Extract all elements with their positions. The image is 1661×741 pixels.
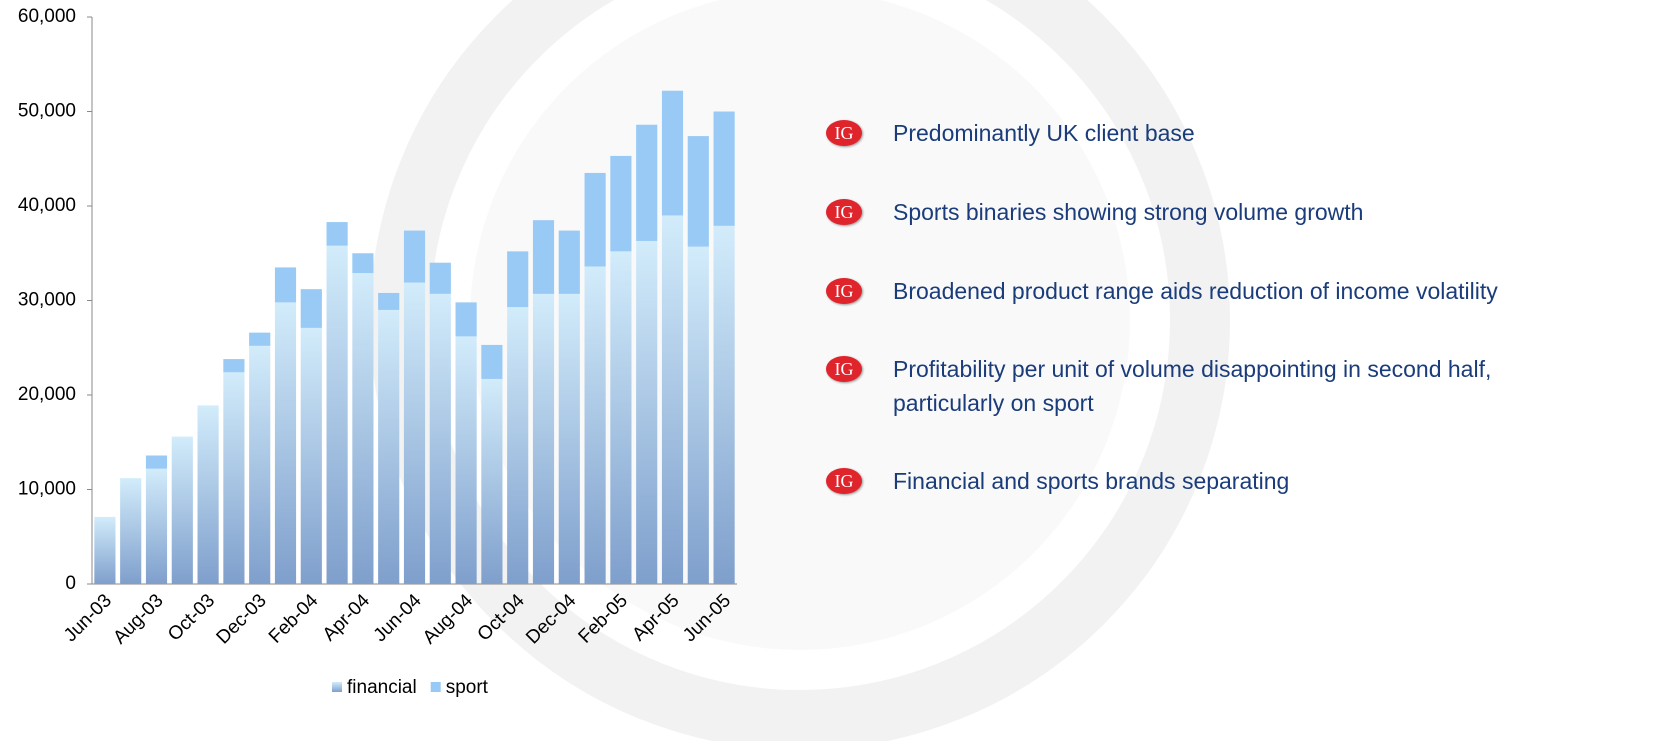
y-tick-label: 0 [65,573,76,594]
bar-segment [301,328,322,584]
bar-segment [249,333,270,346]
bar-segment [610,156,631,251]
x-tick-label: Aug-04 [419,590,477,648]
bullet-icon: IG [826,468,862,494]
bar-segment [404,283,425,584]
legend-swatch [332,682,342,692]
bar-segment [636,241,657,584]
bar-segment [585,266,606,584]
bar-segment [559,294,580,584]
bullet-icon: IG [826,278,862,304]
bar-segment [249,346,270,584]
x-tick-label: Jun-04 [370,590,426,646]
y-tick-label: 20,000 [18,384,76,405]
bar-segment [223,359,244,372]
bar-segment [327,222,348,246]
bar-segment [301,289,322,328]
y-tick-label: 30,000 [18,290,76,311]
bullet-text: Sports binaries showing strong volume gr… [893,195,1573,229]
bar-segment [327,246,348,584]
legend-swatch [431,682,441,692]
x-tick-label: Apr-04 [319,590,374,645]
bullet-text: Financial and sports brands separating [893,464,1573,498]
bar-segment [688,247,709,584]
bar-segment [559,231,580,294]
bar-segment [662,91,683,216]
bar-segment [352,253,373,273]
bar-segment [378,293,399,310]
y-tick-label: 60,000 [18,6,76,27]
x-tick-label: Oct-03 [164,590,219,645]
legend-label: financial [347,677,417,698]
bar-segment [456,336,477,584]
bar-segment [585,173,606,267]
bullet-icon: IG [826,356,862,382]
x-tick-label: Aug-03 [109,590,167,648]
y-tick-label: 50,000 [18,101,76,122]
bar-segment [430,263,451,294]
bar-segment [714,112,735,226]
bar-segment [198,405,219,584]
bar-segment [172,437,193,584]
slide: 0 10,000 20,000 30,000 40,000 50,000 60,000 Jun… [0,0,1661,741]
bar-segment [481,379,502,584]
bar-segment [146,455,167,468]
x-tick-label: Dec-03 [213,590,271,648]
bar-segment [430,294,451,584]
legend-label: sport [446,677,489,698]
bar-segment [275,267,296,302]
bullet-text: Profitability per unit of volume disappo… [893,352,1573,420]
bar-segment [507,307,528,584]
y-tick-label: 40,000 [18,195,76,216]
bar-segment [94,517,115,584]
bar-segment [714,226,735,584]
bar-segment [688,136,709,247]
bar-segment [456,302,477,336]
bullet-text: Broadened product range aids reduction o… [893,274,1573,308]
bar-segment [662,215,683,584]
bar-segment [146,469,167,584]
x-tick-label: Jun-03 [60,590,116,646]
bar-segment [352,273,373,584]
bar-segment [404,231,425,283]
bullet-text: Predominantly UK client base [893,116,1573,150]
bar-segment [223,372,244,584]
bar-segment [533,220,554,294]
bar-segment [507,251,528,307]
bar-segment [120,478,141,584]
x-tick-label: Feb-04 [265,590,323,648]
bar-segment [533,294,554,584]
y-tick-label: 10,000 [18,479,76,500]
bar-segment [481,345,502,379]
bullet-icon: IG [826,120,862,146]
bar-segment [275,302,296,584]
bar-segment [378,310,399,584]
bullet-icon: IG [826,199,862,225]
bar-segment [610,251,631,584]
bar-segment [636,125,657,241]
